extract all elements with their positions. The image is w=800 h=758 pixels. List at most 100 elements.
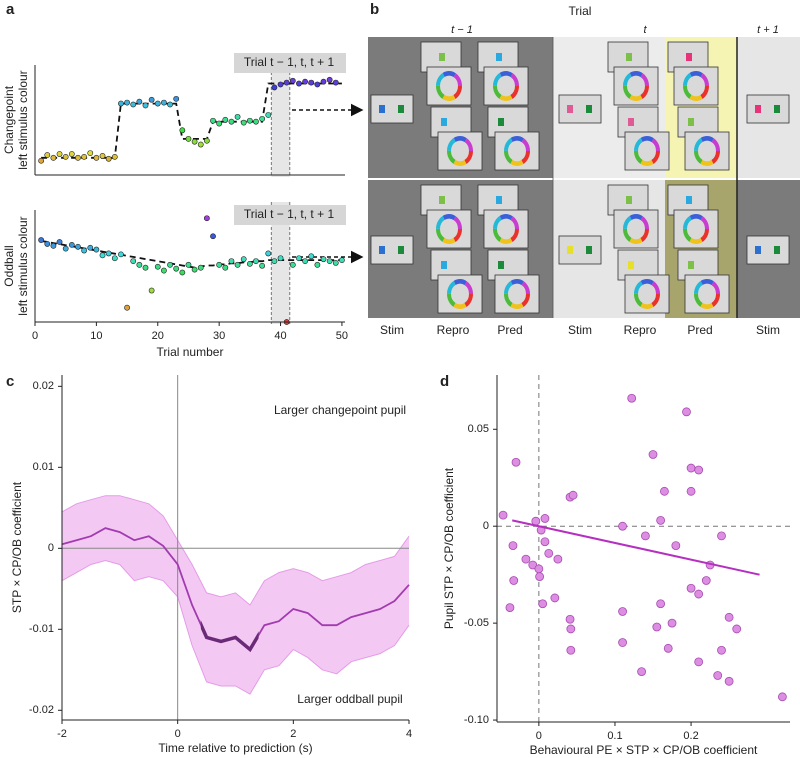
data-point [289,77,296,84]
data-point [111,153,118,160]
data-point [566,645,576,655]
data-point [154,100,161,107]
data-point [686,463,696,473]
data-point [320,256,327,263]
data-point [62,245,69,252]
x-tick-label: 50 [336,330,348,342]
data-point [68,151,75,157]
data-point [203,215,210,222]
x-tick-label: 10 [90,330,102,342]
data-point [253,118,259,125]
x-tick-label: -2 [57,728,67,740]
data-point [148,96,155,103]
data-point [550,593,560,603]
data-point [167,101,173,108]
data-point [637,667,646,676]
data-point [717,645,726,655]
data-point [686,486,696,496]
data-point [228,258,235,264]
data-point [505,603,515,613]
data-point [509,576,519,585]
data-point [161,99,167,106]
data-point [682,407,691,417]
data-point [308,79,315,86]
panel-label: c [6,373,14,390]
data-point [544,548,554,558]
colour-square [686,53,692,61]
data-point [540,514,550,523]
data-point [332,260,339,266]
data-point [652,622,662,632]
data-point [93,154,100,161]
y-tick-label: 0 [483,520,489,532]
data-point [234,113,241,120]
trend-line [41,82,342,159]
data-point [694,657,704,667]
column-label: Stim [380,323,404,337]
data-point [246,117,253,124]
data-point [75,243,81,250]
data-point [142,264,149,271]
highlight-region [271,202,290,324]
data-point [228,118,235,125]
colour-square [496,53,502,61]
data-point [566,624,576,634]
x-tick-label: 0 [175,728,181,740]
x-tick-label: 4 [406,728,412,740]
column-label: Stim [756,323,780,337]
x-tick-label: 0 [536,730,542,742]
colour-square [755,105,761,113]
data-point [210,233,216,240]
data-point [216,120,223,127]
data-point [99,252,106,259]
data-point [222,264,229,271]
data-point [732,624,742,634]
x-tick-label: 0.1 [607,730,622,742]
colour-square [626,53,632,61]
data-point [68,241,75,248]
colour-square [498,118,504,126]
data-point [161,267,167,274]
data-point [38,157,45,164]
data-point [44,152,51,158]
annotation-box [234,53,346,73]
data-point [296,80,302,87]
data-point [660,486,669,496]
colour-square [498,261,504,269]
data-point [717,531,726,541]
data-point [173,265,180,272]
x-axis-label: Trial number [157,345,224,359]
y-axis-label: STP × CP/OB coefficient [10,481,24,613]
data-point [154,263,161,270]
data-point [81,247,88,254]
data-point [694,465,704,475]
data-point [521,554,531,564]
annotation: Trial t − 1, t, t + 1 [244,55,335,69]
trial-label: t [643,24,647,36]
colour-square [626,196,632,204]
panel-label: d [440,373,449,390]
data-point [124,99,130,106]
colour-square [567,246,573,254]
screen [370,94,414,124]
column-label: Stim [568,323,592,337]
data-point [627,393,637,403]
data-point [671,541,681,550]
data-point [663,643,673,653]
x-axis-label: Time relative to prediction (s) [158,741,312,755]
data-point [641,531,650,541]
data-point [339,257,345,264]
y-tick-label: 0.02 [33,380,54,392]
data-point [618,638,627,647]
data-point [87,150,94,157]
data-point [191,266,198,273]
colour-square [439,53,445,61]
data-point [197,141,204,148]
data-point [648,450,658,459]
data-point [277,255,284,262]
colour-square [586,246,592,254]
colour-square [379,105,385,113]
colour-square [774,105,780,113]
colour-square [441,261,447,269]
